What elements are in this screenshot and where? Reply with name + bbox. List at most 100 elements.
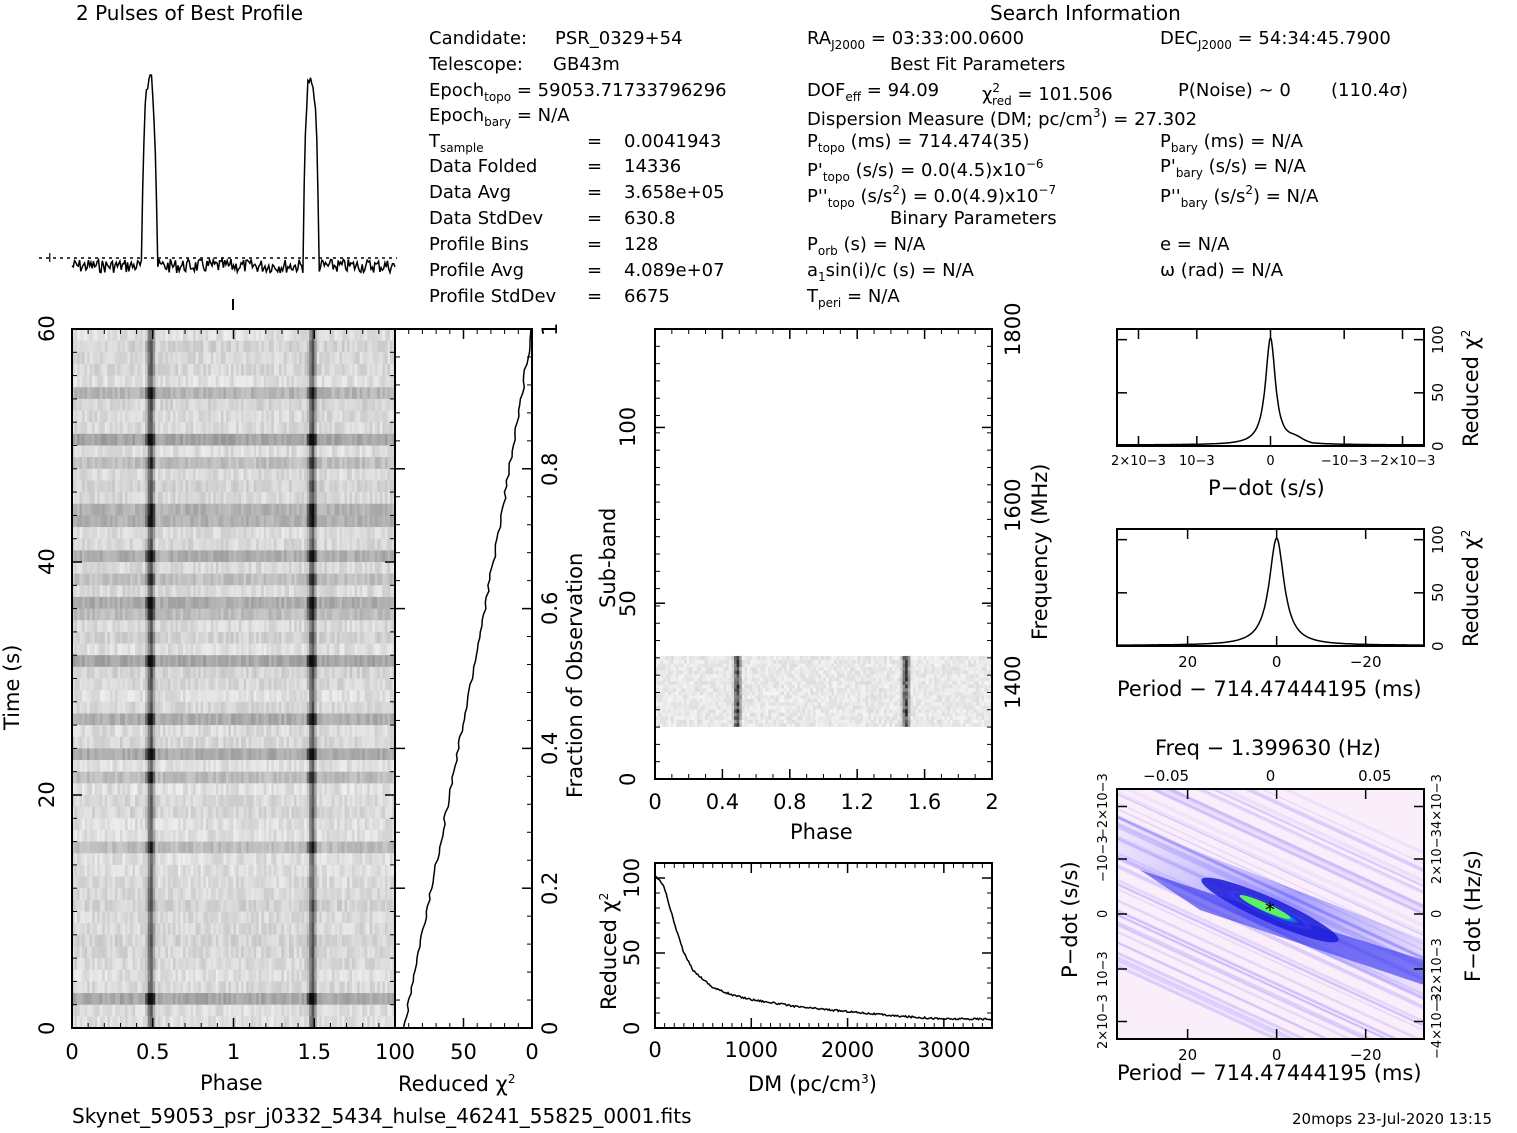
time-phase-cell [177, 375, 182, 388]
time-phase-cell [291, 457, 295, 470]
time-phase-cell [263, 550, 267, 563]
time-phase-cell [142, 608, 146, 621]
time-phase-cell [167, 655, 172, 668]
time-phase-cell [183, 608, 187, 621]
time-phase-cell [276, 398, 280, 412]
time-phase-cell [273, 736, 277, 749]
time-phase-cell [382, 375, 386, 388]
time-phase-cell [364, 398, 368, 412]
time-phase-cell [352, 515, 356, 528]
time-phase-cell [170, 457, 174, 470]
time-phase-cell [359, 363, 363, 377]
time-phase-cell [150, 760, 154, 773]
time-phase-cell [145, 457, 149, 470]
time-phase-cell [354, 631, 358, 645]
time-phase-cell [238, 550, 242, 563]
time-phase-cell [367, 620, 371, 633]
time-phase-cell [150, 398, 154, 412]
time-phase-cell [331, 736, 336, 749]
time-phase-cell [291, 527, 295, 540]
time-phase-cell [228, 736, 232, 749]
time-phase-cell [127, 573, 131, 586]
time-phase-cell [84, 725, 88, 738]
time-phase-cell [180, 433, 184, 447]
time-phase-cell [374, 410, 378, 423]
time-phase-cell [296, 433, 300, 447]
time-phase-cell [319, 736, 323, 749]
time-phase-cell [357, 492, 361, 505]
time-phase-cell [87, 748, 91, 761]
time-phase-cell [241, 445, 245, 458]
time-phase-cell [180, 620, 184, 633]
time-phase-cell [152, 329, 156, 342]
time-phase-cell [384, 550, 389, 563]
time-phase-cell [387, 585, 391, 598]
time-phase-cell [374, 631, 378, 645]
time-phase-cell [241, 410, 245, 423]
time-phase-cell [114, 480, 119, 493]
time-phase-cell [130, 655, 134, 668]
time-phase-cell [109, 760, 113, 773]
time-phase-cell [230, 503, 235, 516]
time-phase-cell [92, 527, 96, 540]
time-phase-cell [104, 422, 108, 435]
time-phase-cell [99, 538, 103, 551]
time-phase-cell [334, 340, 338, 353]
time-phase-cell [152, 538, 156, 551]
time-phase-cell [175, 736, 179, 749]
time-phase-cell [369, 771, 373, 784]
time-phase-cell [384, 690, 389, 703]
time-phase-cell [362, 643, 366, 656]
time-phase-cell [99, 433, 103, 447]
time-phase-cell [225, 352, 230, 365]
time-phase-cell [374, 375, 378, 388]
time-phase-cell [301, 410, 305, 423]
time-phase-cell [147, 562, 151, 575]
time-phase-cell [314, 666, 318, 680]
time-phase-cell [150, 375, 154, 388]
time-phase-cell [362, 503, 366, 516]
time-phase-cell [99, 596, 103, 610]
time-phase-cell [266, 748, 270, 761]
time-phase-cell [142, 340, 146, 353]
time-phase-cell [175, 596, 179, 610]
time-phase-cell [352, 527, 356, 540]
time-phase-cell [198, 538, 202, 551]
time-phase-cell [137, 631, 141, 645]
time-phase-cell [374, 340, 378, 353]
time-phase-cell [238, 375, 242, 388]
time-phase-cell [195, 492, 199, 505]
time-phase-cell [82, 550, 86, 563]
time-phase-cell [334, 748, 338, 761]
time-phase-cell [364, 340, 368, 353]
time-phase-cell [79, 445, 83, 458]
time-phase-cell [198, 771, 202, 784]
time-phase-cell [304, 538, 308, 551]
time-phase-cell [382, 550, 386, 563]
time-phase-cell [236, 562, 240, 575]
time-phase-cell [372, 457, 376, 470]
time-phase-cell [188, 620, 192, 633]
time-phase-cell [89, 515, 93, 528]
time-phase-cell [251, 480, 255, 493]
time-phase-cell [142, 666, 146, 680]
time-phase-cell [117, 503, 121, 516]
time-phase-cell [367, 433, 371, 447]
time-phase-cell [276, 538, 280, 551]
time-phase-cell [165, 480, 169, 493]
time-phase-cell [99, 503, 103, 516]
time-phase-cell [97, 550, 101, 563]
time-phase-cell [316, 550, 320, 563]
time-phase-cell [359, 585, 363, 598]
time-phase-cell [99, 445, 103, 458]
time-phase-cell [210, 550, 214, 563]
time-phase-cell [367, 666, 371, 680]
time-phase-cell [304, 398, 308, 412]
time-phase-cell [215, 690, 219, 703]
time-phase-cell [374, 538, 378, 551]
time-phase-cell [94, 410, 98, 423]
time-phase-cell [286, 725, 290, 738]
time-phase-cell [177, 398, 182, 412]
time-phase-cell [238, 492, 242, 505]
time-phase-cell [218, 329, 222, 342]
